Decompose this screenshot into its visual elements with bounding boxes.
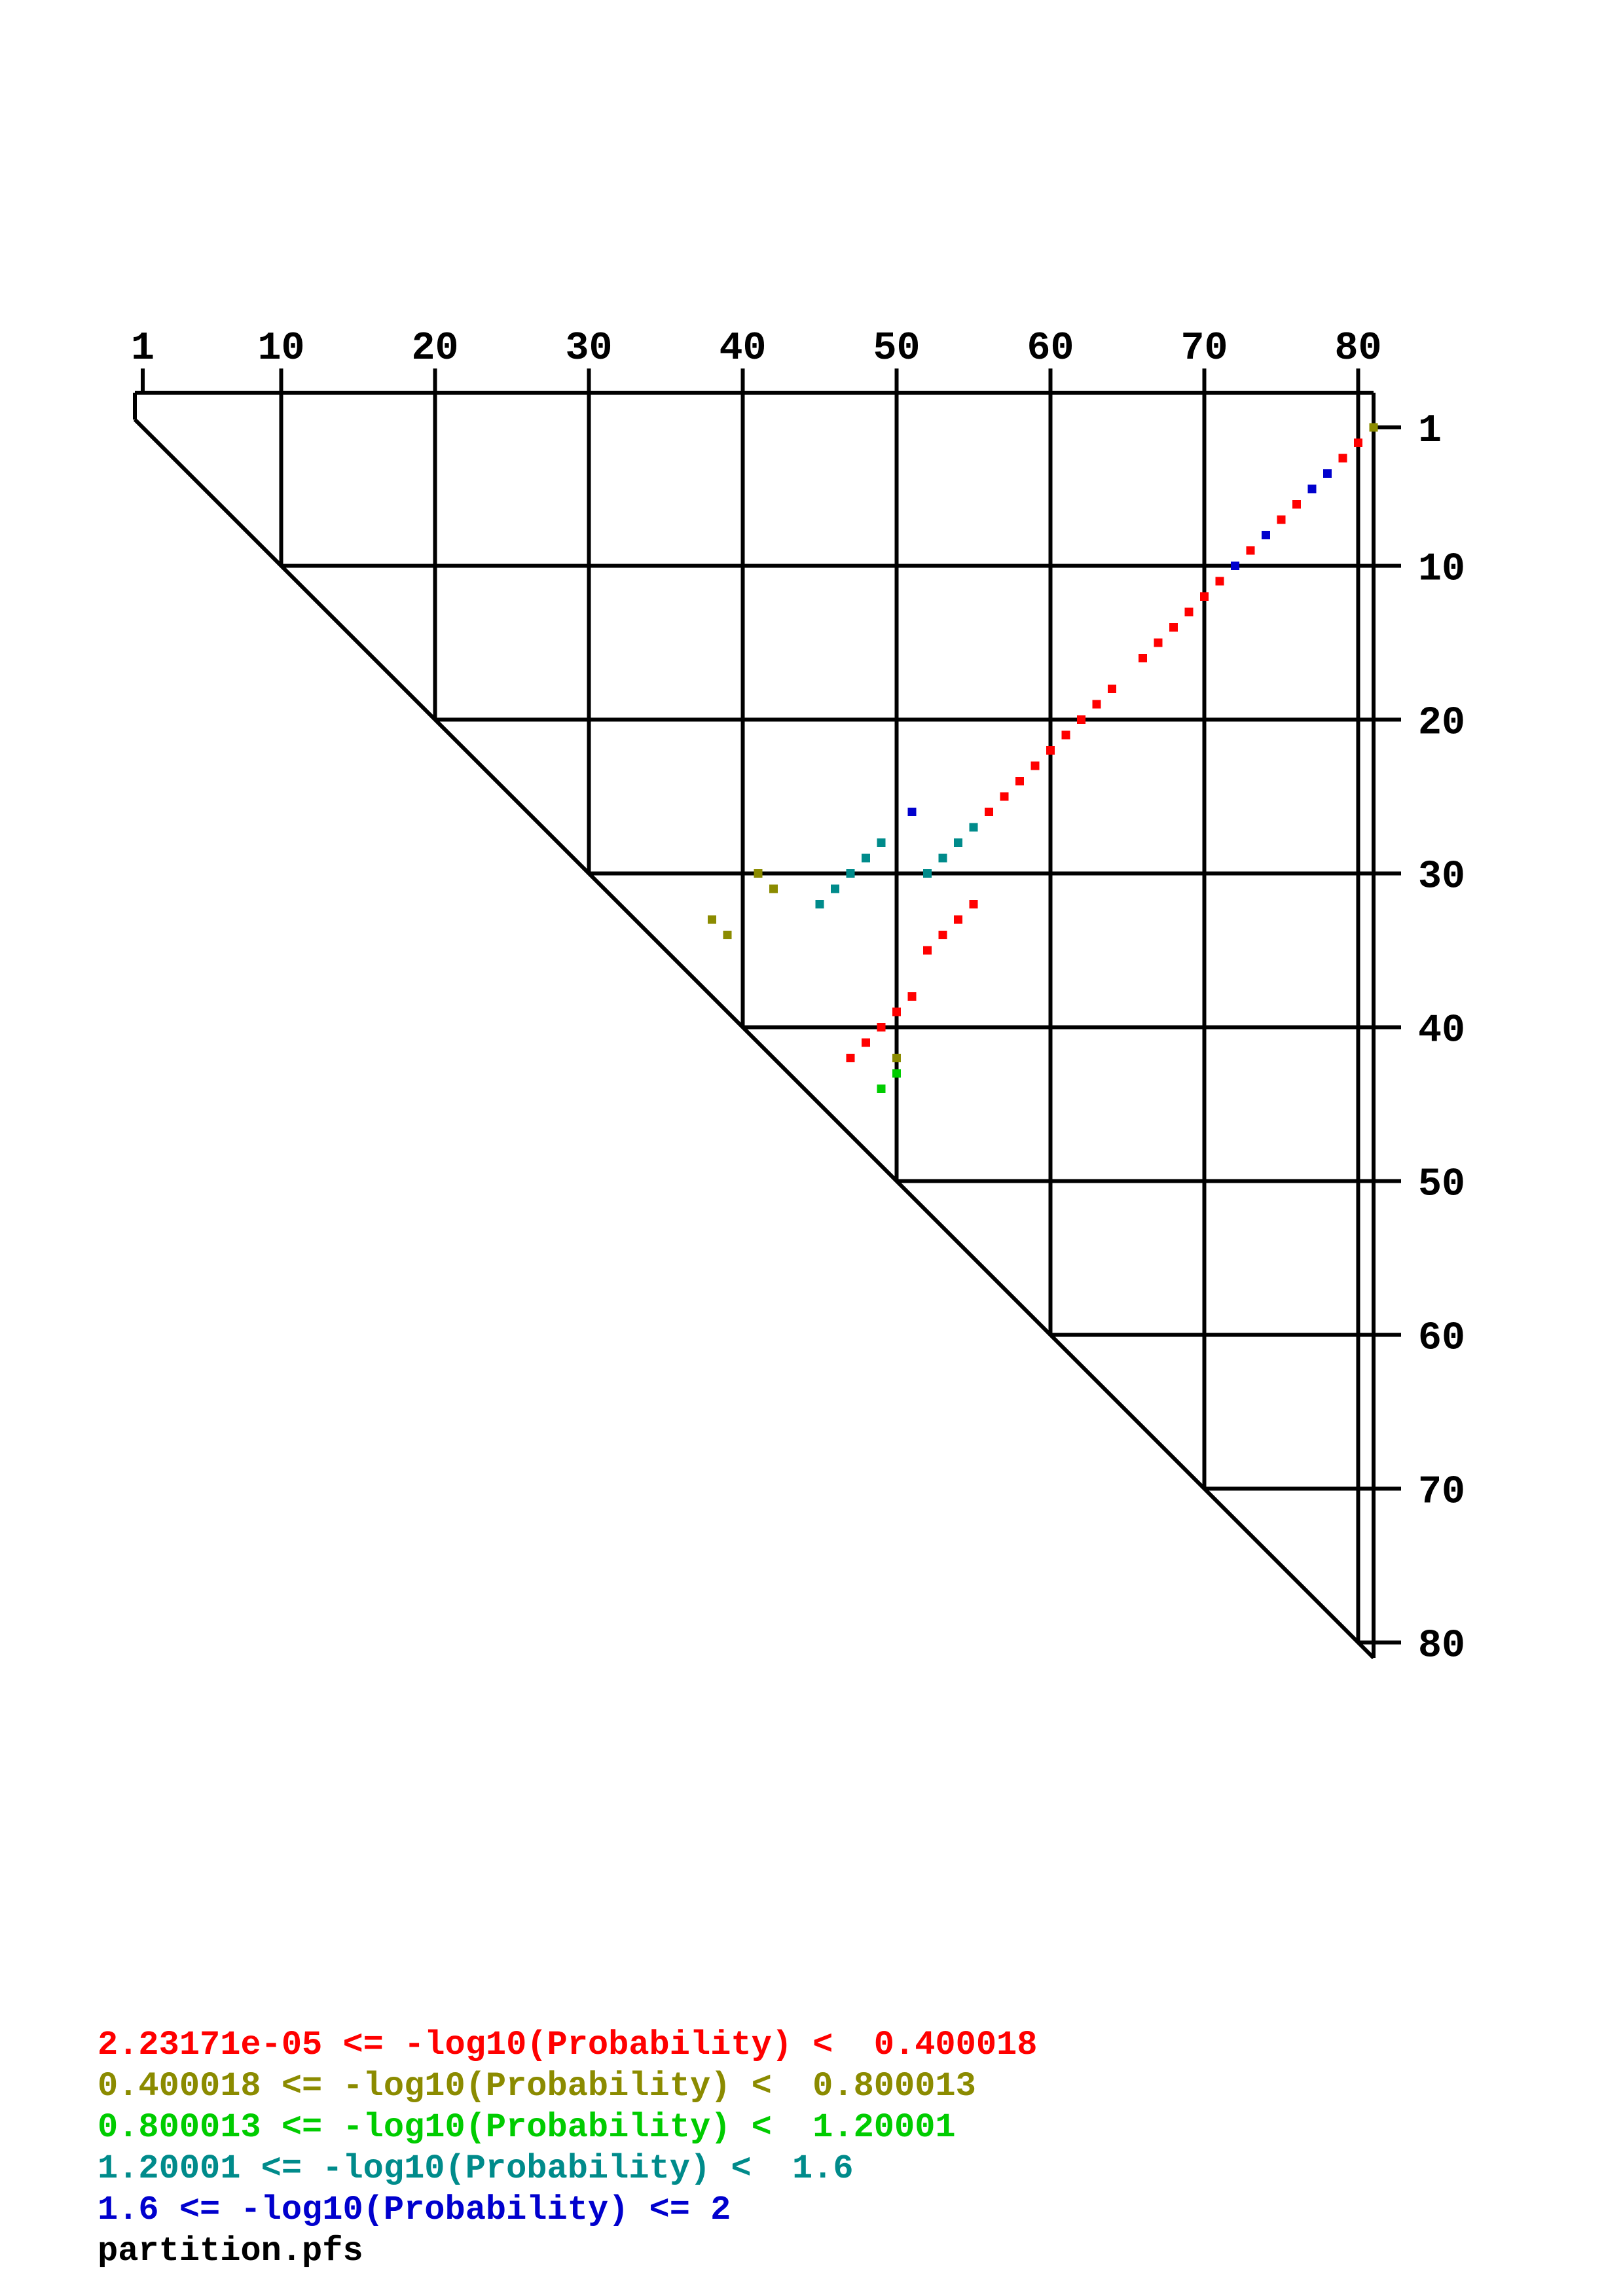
- dot: [769, 884, 778, 893]
- dot: [815, 900, 824, 908]
- dot: [954, 915, 962, 924]
- y-axis-tick-label: 30: [1418, 855, 1465, 900]
- dot: [1338, 454, 1347, 463]
- dot: [892, 1007, 901, 1016]
- legend-entries: 2.23171e-05 <= -log10(Probability) < 0.4…: [98, 2024, 1037, 2231]
- dot: [1231, 562, 1239, 570]
- dot: [1184, 607, 1194, 617]
- legend-entry: 0.800013 <= -log10(Probability) < 1.2000…: [98, 2108, 956, 2147]
- dot: [1108, 685, 1116, 693]
- x-axis-tick-label: 50: [873, 327, 920, 371]
- y-axis-tick-label: 10: [1418, 548, 1465, 592]
- dot: [892, 1054, 901, 1062]
- dot: [708, 915, 716, 924]
- dot: [1200, 592, 1209, 601]
- y-axis-tick-label: 80: [1418, 1624, 1465, 1669]
- dot: [754, 869, 763, 878]
- legend-entry: 1.20001 <= -log10(Probability) < 1.6: [98, 2149, 854, 2188]
- dot: [1277, 515, 1286, 524]
- y-axis-tick-label: 40: [1418, 1009, 1465, 1054]
- legend-entry: 1.6 <= -log10(Probability) <= 2: [98, 2191, 731, 2229]
- dot: [1323, 469, 1332, 478]
- dot: [1154, 638, 1163, 647]
- dot: [892, 1069, 901, 1078]
- y-axis-tick-label: 20: [1418, 702, 1465, 746]
- x-axis-tick-label: 70: [1180, 327, 1228, 371]
- dot: [1215, 577, 1224, 586]
- dot: [923, 946, 932, 955]
- dot: [1354, 439, 1362, 447]
- y-axis-tick-label: 1: [1418, 409, 1442, 454]
- dot: [877, 1023, 886, 1031]
- dot: [923, 869, 932, 878]
- dot: [969, 900, 978, 908]
- dot: [1292, 500, 1301, 509]
- x-axis-tick-label: 40: [719, 327, 766, 371]
- dot: [1030, 761, 1040, 770]
- axis-ticks: [141, 368, 1401, 1645]
- dot: [862, 853, 870, 863]
- dot: [907, 808, 917, 816]
- dot: [1262, 531, 1270, 539]
- dot: [723, 931, 732, 939]
- dot: [862, 1038, 870, 1047]
- y-axis-tick-label: 70: [1418, 1471, 1465, 1515]
- x-axis-tick-label: 80: [1334, 327, 1381, 371]
- dot: [1046, 746, 1055, 755]
- y-axis-tick-label: 60: [1418, 1317, 1465, 1361]
- dot: [1369, 423, 1378, 432]
- dot: [907, 992, 917, 1001]
- dot: [1246, 546, 1255, 555]
- dot: [877, 1085, 886, 1093]
- dot: [846, 1054, 855, 1062]
- dot: [1061, 730, 1070, 740]
- dot: [877, 838, 886, 847]
- axis-labels: 1 10 20 30 40 50 60 70 80 1 10 20 30 40 50 60 70 80: [131, 327, 1465, 1669]
- x-axis-tick-label: 30: [565, 327, 612, 371]
- dot: [954, 838, 962, 847]
- probability-dots: [708, 423, 1378, 1093]
- legend-entry: 0.400018 <= -log10(Probability) < 0.8000…: [98, 2067, 976, 2106]
- dot: [1077, 715, 1085, 724]
- dot: [969, 823, 978, 832]
- legend: 2.23171e-05 <= -log10(Probability) < 0.4…: [98, 2024, 1037, 2272]
- x-axis-tick-label: 1: [131, 327, 155, 371]
- dot: [846, 869, 855, 878]
- x-axis-tick-label: 20: [411, 327, 458, 371]
- dot: [985, 808, 993, 816]
- legend-footer-filename: partition.pfs: [98, 2232, 363, 2270]
- dot: [1000, 792, 1009, 801]
- dot: [938, 853, 947, 863]
- dot: [831, 884, 839, 893]
- grid-lines: [279, 393, 1374, 1645]
- dot: [1307, 484, 1317, 493]
- x-axis-tick-label: 10: [257, 327, 304, 371]
- x-axis-tick-label: 60: [1027, 327, 1074, 371]
- dot: [938, 931, 947, 939]
- dot: [1169, 623, 1178, 632]
- dot: [1092, 700, 1101, 709]
- y-axis-tick-label: 50: [1418, 1163, 1465, 1208]
- dot: [1015, 777, 1024, 785]
- legend-entry: 2.23171e-05 <= -log10(Probability) < 0.4…: [98, 2026, 1038, 2064]
- diagonal-line: [133, 418, 1376, 1660]
- dot: [1139, 654, 1147, 662]
